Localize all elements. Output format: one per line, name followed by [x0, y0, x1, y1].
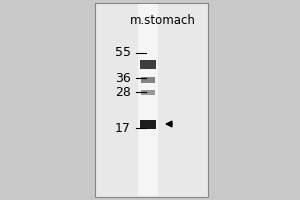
- Text: 17: 17: [115, 121, 131, 134]
- Text: 36: 36: [115, 72, 131, 84]
- Text: m.stomach: m.stomach: [130, 14, 196, 27]
- Bar: [141, 90, 155, 95]
- Text: 28: 28: [115, 86, 131, 98]
- Text: 55: 55: [115, 46, 131, 60]
- Bar: [140, 60, 156, 68]
- Bar: [95, 3, 208, 197]
- Bar: [141, 77, 155, 83]
- Bar: [140, 119, 156, 129]
- Bar: [138, 4, 158, 196]
